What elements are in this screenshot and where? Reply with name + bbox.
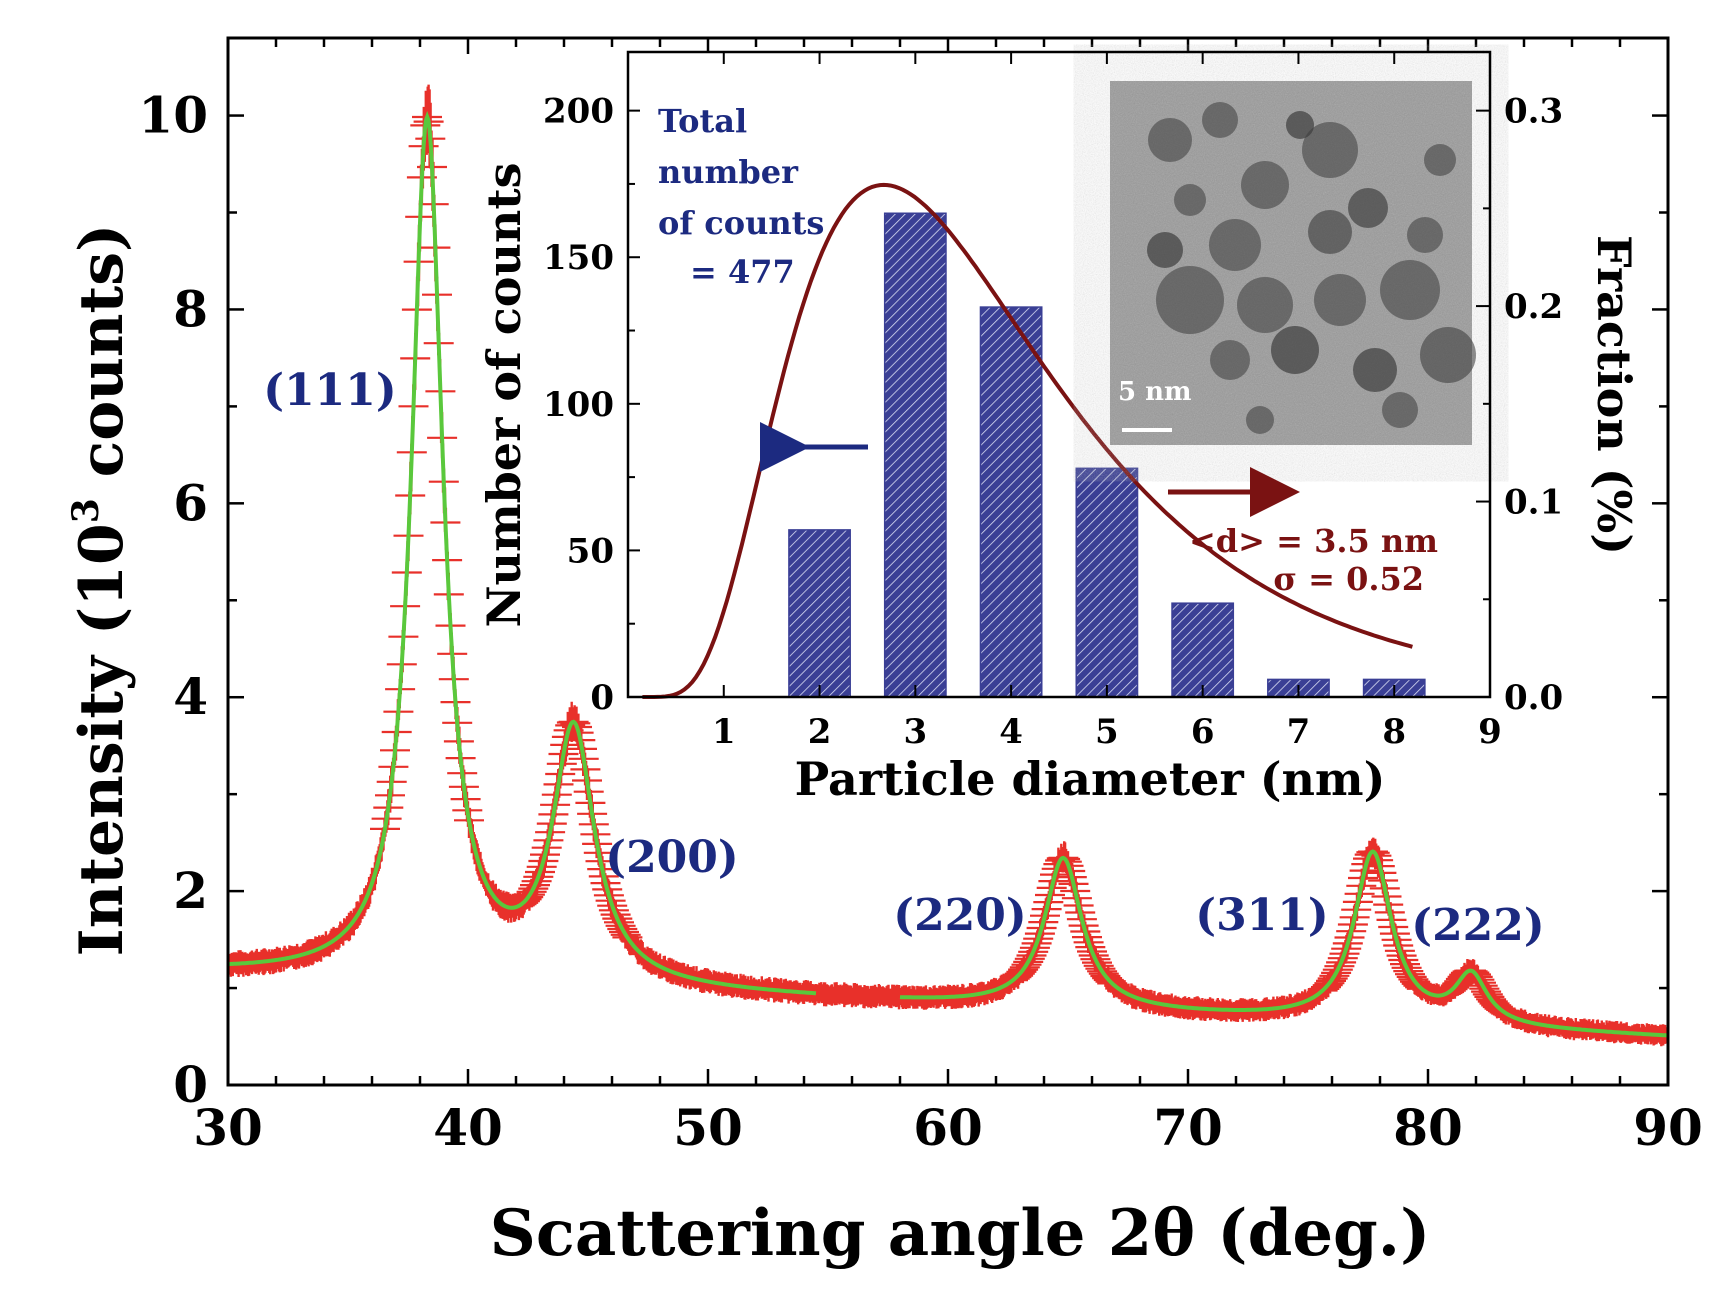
tem-particle: [1353, 348, 1397, 392]
tem-particle: [1380, 260, 1440, 320]
tem-particle: [1241, 161, 1289, 209]
tem-particle: [1308, 210, 1352, 254]
y-label-end: counts): [67, 224, 137, 499]
peak-label: (222): [1411, 900, 1544, 951]
tem-particle: [1424, 144, 1456, 176]
sigma-annotation: σ = 0.52: [1273, 560, 1424, 598]
tem-particle: [1286, 111, 1314, 139]
inset-y-tick-label: 50: [567, 531, 614, 571]
scalebar-label: 5 nm: [1118, 377, 1192, 407]
y-tick-label: 8: [173, 279, 208, 338]
xrd-x-axis-label: Scattering angle 2θ (deg.): [490, 1196, 1431, 1271]
peak-label: (200): [605, 832, 738, 883]
total-line-4: = 477: [690, 253, 795, 291]
tem-particle: [1302, 122, 1358, 178]
y-label-sup: 3: [65, 498, 107, 523]
histogram-bar: [979, 306, 1043, 698]
tem-particle: [1382, 392, 1418, 428]
inset-x-tick-label: 5: [1095, 712, 1119, 752]
inset-y2-tick-label: 0.0: [1504, 678, 1563, 718]
histogram-bar: [788, 529, 851, 698]
histogram-bar: [1171, 602, 1235, 698]
tem-particle: [1271, 326, 1319, 374]
total-line-1: Total: [658, 102, 747, 140]
tem-particle: [1420, 327, 1476, 383]
xrd-ticks: [226, 38, 1670, 1087]
inset-x-tick-label: 1: [712, 712, 736, 752]
inset-ticks: [628, 52, 1491, 698]
inset-x-tick-label: 4: [999, 712, 1023, 752]
mean-diameter-annotation: <d> = 3.5 nm: [1189, 522, 1438, 560]
tem-particle: [1348, 188, 1388, 228]
xrd-y-axis-label: Intensity (103 counts): [65, 224, 137, 957]
inset-x-tick-label: 9: [1478, 712, 1502, 752]
inset-y-tick-label: 0: [590, 678, 614, 718]
inset-x-tick-label: 8: [1382, 712, 1406, 752]
xrd-peak-labels: (111) (200) (220) (311) (222): [263, 365, 1544, 951]
peak-label: (111): [263, 365, 396, 416]
peak-label: (220): [893, 890, 1026, 941]
tem-micrograph: 5 nm: [1110, 81, 1476, 445]
x-tick-label: 30: [193, 1098, 263, 1157]
xrd-fit-line: [227, 110, 1669, 1038]
inset-x-tick-label: 3: [903, 712, 927, 752]
y-tick-label: 0: [173, 1055, 208, 1114]
inset-histogram: 5 nm 1 2 3 4 5 6 7 8 9 0 50 100 150 200 0.0 0.1 0.2 0.3 P…: [477, 50, 1641, 806]
y-tick-label: 2: [173, 861, 208, 920]
inset-x-tick-label: 7: [1287, 712, 1311, 752]
x-tick-label: 40: [433, 1098, 503, 1157]
tem-particle: [1147, 232, 1183, 268]
tem-particles: [1147, 102, 1476, 434]
inset-tick-labels: 1 2 3 4 5 6 7 8 9 0 50 100 150 200 0.0 0.1 0.2 0.3: [543, 92, 1563, 752]
x-tick-label: 50: [673, 1098, 743, 1157]
y-tick-label: 10: [138, 86, 208, 145]
inset-y2-tick-label: 0.3: [1504, 92, 1563, 132]
x-tick-label: 90: [1633, 1098, 1703, 1157]
inset-y2-axis-label: Fraction (%): [1587, 235, 1641, 555]
total-line-3: of counts: [658, 204, 824, 242]
inset-y2-tick-label: 0.2: [1504, 287, 1563, 327]
tem-particle: [1148, 118, 1192, 162]
tem-particle: [1156, 266, 1224, 334]
x-tick-label: 70: [1153, 1098, 1223, 1157]
inset-bars: [788, 212, 1426, 698]
inset-y2-tick-label: 0.1: [1504, 483, 1563, 523]
inset-y-axis-label: Number of counts: [477, 162, 531, 627]
inset-y-tick-label: 150: [543, 238, 614, 278]
total-line-2: number: [658, 153, 799, 191]
y-tick-label: 6: [173, 473, 208, 532]
x-tick-label: 80: [1393, 1098, 1463, 1157]
tem-particle: [1210, 340, 1250, 380]
tem-particle: [1209, 219, 1261, 271]
inset-x-tick-label: 2: [808, 712, 832, 752]
y-label-main: Intensity (10: [67, 523, 137, 956]
histogram-bar: [883, 212, 947, 698]
peak-label: (311): [1195, 890, 1328, 941]
tem-particle: [1174, 184, 1206, 216]
inset-x-tick-label: 6: [1191, 712, 1215, 752]
inset-x-axis-label: Particle diameter (nm): [795, 752, 1386, 806]
tem-particle: [1407, 217, 1443, 253]
histogram-bar: [1075, 467, 1139, 698]
inset-y-tick-label: 200: [543, 92, 614, 132]
tem-particle: [1314, 274, 1366, 326]
total-counts-annotation: Total number of counts = 477: [658, 102, 824, 291]
inset-plot-frame: [626, 50, 1492, 699]
x-tick-label: 60: [913, 1098, 983, 1157]
tem-particle: [1237, 277, 1293, 333]
tem-particle: [1202, 102, 1238, 138]
y-tick-label: 4: [173, 667, 208, 726]
tem-particle: [1246, 406, 1274, 434]
inset-y-tick-label: 100: [543, 385, 614, 425]
